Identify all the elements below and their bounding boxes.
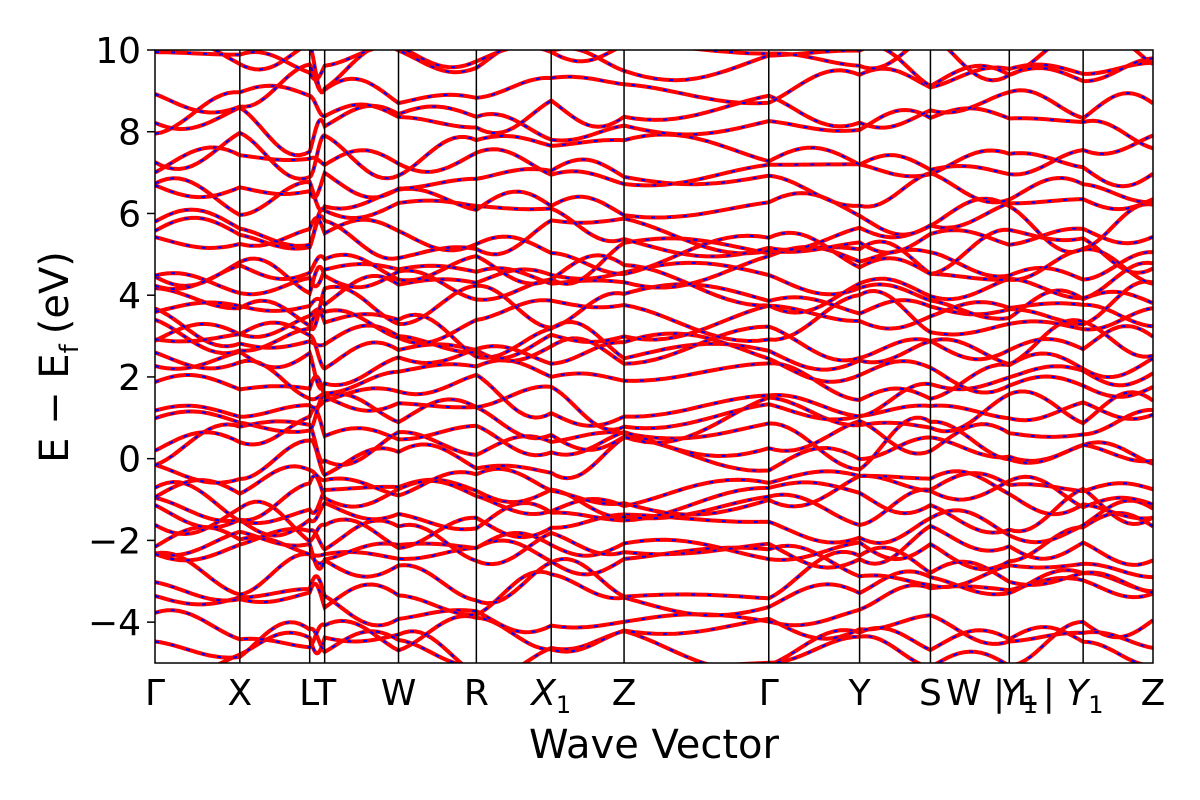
x-tick-label: S — [919, 673, 942, 714]
y-axis-label-subscript: f — [55, 343, 85, 353]
band-line-red — [155, 568, 1153, 618]
band-line-red — [155, 308, 1153, 372]
band-line-blue — [155, 254, 1153, 314]
band-line-red — [155, 176, 1153, 237]
band-line-blue — [155, 261, 1153, 320]
band-line-red — [155, 103, 1153, 158]
band-line-red — [155, 471, 1153, 528]
x-tick-label: W — [381, 673, 417, 714]
y-tick-label: 0 — [118, 440, 141, 481]
band-line-red — [155, 279, 1153, 332]
y-axis-label-main: E − E — [32, 353, 78, 463]
band-line-blue — [155, 465, 1153, 516]
band-line-red — [155, 574, 1153, 635]
y-tick-label: 6 — [118, 194, 141, 235]
band-line-red — [155, 331, 1153, 399]
band-line-blue — [155, 619, 1153, 663]
x-tick-label: Γ — [759, 673, 779, 714]
band-line-blue — [155, 146, 1153, 188]
band-line-red — [155, 510, 1153, 572]
band-line-blue — [155, 84, 1153, 135]
y-tick-label: 4 — [118, 276, 141, 317]
band-line-blue — [155, 365, 1153, 427]
y-axis-label: E − Ef (eV) — [32, 251, 85, 463]
x-tick-label: R — [464, 673, 489, 714]
band-line-red — [155, 236, 1153, 292]
band-line-red — [155, 350, 1153, 403]
band-line-red — [155, 300, 1153, 361]
band-line-blue — [155, 609, 1153, 653]
kpath-divider-lines — [239, 50, 1084, 663]
band-line-blue — [155, 519, 1153, 569]
x-tick-label: X1 — [529, 673, 571, 719]
band-line-blue — [155, 104, 1153, 157]
band-line-red — [155, 480, 1153, 538]
band-line-red — [155, 415, 1153, 472]
x-tick-label: W | L — [946, 673, 1037, 714]
x-axis-ticks: Γ X LT W R X1 Z Γ Y S W | LY1 | Y1 Z — [145, 673, 1165, 719]
band-line-red — [155, 618, 1153, 663]
band-line-red — [155, 50, 1153, 83]
plot-frame — [154, 49, 1154, 664]
band-line-blue — [155, 217, 1153, 276]
x-tick-label: X — [227, 673, 252, 714]
band-line-blue — [155, 215, 1153, 260]
y-tick-label: −4 — [88, 603, 141, 644]
band-lines — [155, 50, 1153, 663]
x-axis-label: Wave Vector — [529, 722, 780, 768]
y-tick-label: 10 — [95, 31, 141, 72]
x-tick-label: Y — [848, 673, 872, 714]
band-line-blue — [155, 390, 1153, 451]
x-tick-label: LT — [299, 673, 337, 714]
x-tick-label: Y1 — [1001, 673, 1038, 719]
band-line-blue — [155, 131, 1153, 180]
band-line-blue — [155, 245, 1153, 296]
band-line-blue — [155, 499, 1153, 550]
band-line-blue — [155, 61, 1153, 114]
x-tick-label: Z — [1141, 673, 1166, 714]
band-line-blue — [155, 374, 1153, 431]
x-tick-label: Γ — [145, 673, 165, 714]
band-line-red — [210, 50, 1153, 95]
band-line-red — [155, 157, 1153, 209]
band-line-red — [155, 373, 1153, 432]
band-line-blue — [155, 289, 1153, 345]
y-axis-ticks: −4 −2 0 2 4 6 8 10 — [88, 31, 155, 644]
y-tick-label: 2 — [118, 358, 141, 399]
band-line-blue — [155, 197, 1153, 258]
y-tick-label: 8 — [118, 113, 141, 154]
x-tick-label: | Y1 — [1043, 673, 1104, 719]
y-tick-label: −2 — [88, 521, 141, 562]
x-tick-label: Z — [612, 673, 637, 714]
y-axis-label-unit: (eV) — [32, 251, 78, 334]
band-line-red — [155, 469, 1153, 524]
